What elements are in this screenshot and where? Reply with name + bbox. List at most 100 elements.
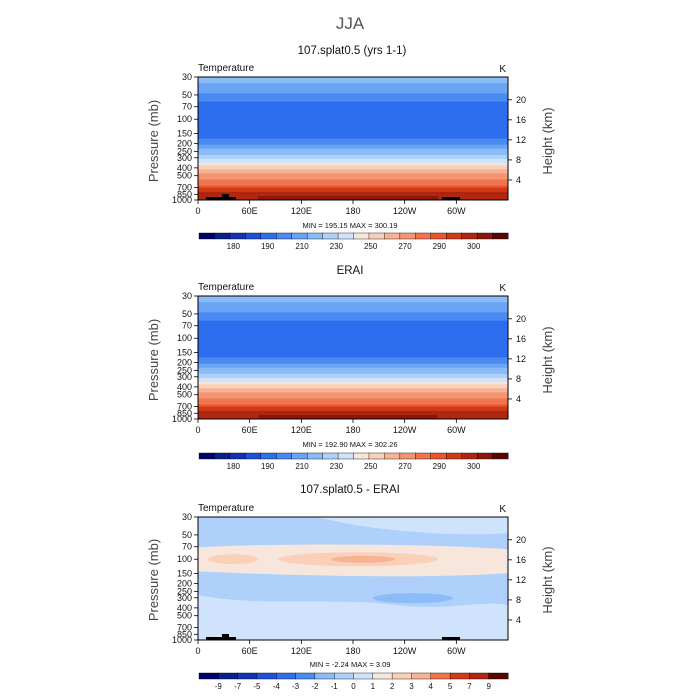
contour-band xyxy=(198,390,508,393)
contour-band xyxy=(198,101,508,105)
pressure-tick-label: 30 xyxy=(182,512,192,522)
colorbar-label: 190 xyxy=(261,242,275,251)
contour-band xyxy=(198,169,508,172)
longitude-tick-label: 120E xyxy=(291,206,312,216)
colorbar-swatch xyxy=(333,672,354,680)
contour-band xyxy=(198,115,508,119)
colorbar-swatch xyxy=(384,452,401,460)
contour-band xyxy=(198,334,508,338)
colorbar-label: 300 xyxy=(467,462,481,471)
panel-title: 107.splat0.5 - ERAI xyxy=(300,484,400,496)
height-axis-label: Height (km) xyxy=(540,107,555,174)
pressure-tick-label: 250 xyxy=(177,586,192,596)
colorbar-swatch xyxy=(353,232,370,240)
contour-band xyxy=(198,396,508,400)
contour-band xyxy=(198,165,508,168)
colorbar-swatch xyxy=(291,452,308,460)
anomaly-region xyxy=(198,595,508,640)
contour-band xyxy=(198,130,508,133)
pressure-tick-label: 70 xyxy=(182,102,192,112)
colorbar-swatch xyxy=(276,232,293,240)
colorbar-swatch xyxy=(214,452,231,460)
contour-band xyxy=(198,89,508,92)
colorbar-swatch xyxy=(314,672,335,680)
contour-band xyxy=(198,177,508,181)
units-label: K xyxy=(499,504,506,515)
colorbar-swatch xyxy=(276,672,297,680)
contour-band xyxy=(198,111,508,115)
contour-band xyxy=(198,136,508,140)
contour-band xyxy=(198,384,508,387)
contour-band xyxy=(198,79,508,82)
contour-band xyxy=(198,142,508,146)
pressure-tick-label: 300 xyxy=(177,153,192,163)
colorbar-swatch xyxy=(260,452,277,460)
pressure-tick-label: 50 xyxy=(182,309,192,319)
contour-band xyxy=(198,345,508,348)
contour-band xyxy=(198,306,508,309)
contour-field xyxy=(198,77,508,200)
contour-band xyxy=(198,83,508,86)
colorbar-label: 190 xyxy=(261,462,275,471)
contour-band xyxy=(198,339,508,342)
height-tick-label: 8 xyxy=(516,595,521,605)
longitude-tick-label: 0 xyxy=(195,206,200,216)
contour-band xyxy=(198,99,508,103)
panel-title: ERAI xyxy=(337,265,364,277)
contour-band xyxy=(198,308,508,311)
longitude-tick-label: 60E xyxy=(242,206,258,216)
contour-band xyxy=(198,128,508,131)
colorbar-swatch xyxy=(488,672,509,680)
contour-band xyxy=(198,359,508,363)
longitude-tick-label: 120E xyxy=(291,646,312,656)
height-tick-label: 12 xyxy=(516,135,526,145)
pressure-tick-label: 200 xyxy=(177,139,192,149)
colorbar-swatch xyxy=(291,232,308,240)
colorbar-swatch xyxy=(476,452,494,460)
contour-band xyxy=(198,77,508,80)
contour-band xyxy=(198,357,508,361)
contour-band xyxy=(198,103,508,107)
contour-band xyxy=(198,105,508,109)
colorbar-label: 7 xyxy=(467,682,472,691)
contour-band xyxy=(198,380,508,383)
pressure-tick-label: 500 xyxy=(177,171,192,181)
contour-band xyxy=(198,316,508,320)
colorbar-label: -2 xyxy=(311,682,319,691)
longitude-tick-label: 60W xyxy=(447,646,466,656)
pressure-axis-label: Pressure (mb) xyxy=(146,100,161,182)
contour-band xyxy=(198,93,508,97)
contour-band xyxy=(198,322,508,326)
pressure-tick-label: 400 xyxy=(177,603,192,613)
contour-band xyxy=(198,398,508,402)
height-tick-label: 8 xyxy=(516,374,521,384)
min-max-stats: MIN = 195.15 MAX = 300.19 xyxy=(302,221,397,230)
colorbar-swatch xyxy=(415,232,432,240)
height-tick-label: 16 xyxy=(516,334,526,344)
longitude-tick-label: 120W xyxy=(393,425,417,435)
height-tick-label: 4 xyxy=(516,394,521,404)
contour-band xyxy=(198,87,508,90)
pressure-tick-label: 700 xyxy=(177,401,192,411)
contour-band xyxy=(198,124,508,127)
pressure-tick-label: 100 xyxy=(177,554,192,564)
min-max-stats: MIN = 192.90 MAX = 302.26 xyxy=(302,440,397,449)
contour-band xyxy=(198,161,508,164)
contour-band xyxy=(198,296,508,299)
pressure-tick-label: 500 xyxy=(177,390,192,400)
contour-band xyxy=(198,394,508,398)
colorbar-label: 210 xyxy=(295,242,309,251)
height-tick-label: 16 xyxy=(516,555,526,565)
colorbar-swatch xyxy=(229,452,246,460)
pressure-tick-label: 400 xyxy=(177,163,192,173)
pressure-axis-label: Pressure (mb) xyxy=(146,319,161,401)
pressure-tick-label: 150 xyxy=(177,568,192,578)
colorbar-swatch xyxy=(430,452,447,460)
longitude-tick-label: 120E xyxy=(291,425,312,435)
contour-field xyxy=(198,517,508,640)
longitude-tick-label: 60W xyxy=(447,206,466,216)
pressure-tick-label: 30 xyxy=(182,291,192,301)
contour-band xyxy=(198,298,508,301)
pressure-tick-label: 850 xyxy=(177,629,192,639)
colorbar-swatch xyxy=(461,452,478,460)
